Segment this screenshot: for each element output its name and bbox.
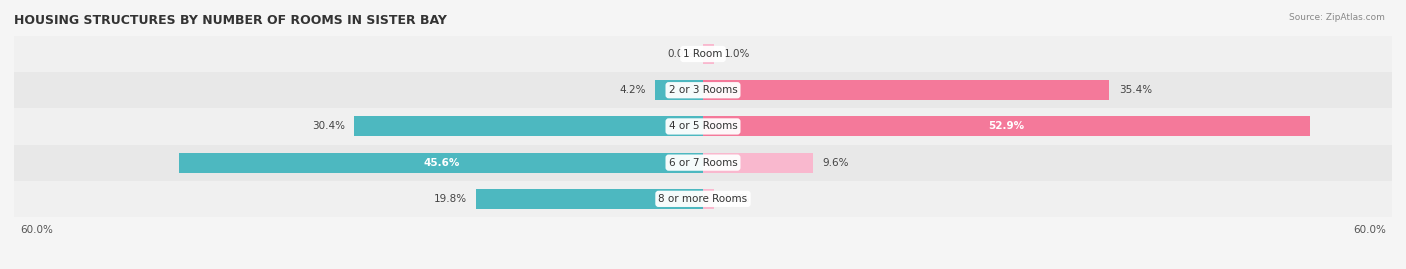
Bar: [703, 44, 714, 64]
Text: 4.2%: 4.2%: [619, 85, 645, 95]
Text: 2 or 3 Rooms: 2 or 3 Rooms: [669, 85, 737, 95]
Text: 4 or 5 Rooms: 4 or 5 Rooms: [669, 121, 737, 132]
Bar: [703, 80, 1109, 100]
Text: HOUSING STRUCTURES BY NUMBER OF ROOMS IN SISTER BAY: HOUSING STRUCTURES BY NUMBER OF ROOMS IN…: [14, 14, 447, 27]
Text: 6 or 7 Rooms: 6 or 7 Rooms: [669, 158, 737, 168]
Bar: [703, 153, 813, 173]
Text: 0.0%: 0.0%: [668, 49, 693, 59]
Text: 1.0%: 1.0%: [724, 49, 749, 59]
Text: 8 or more Rooms: 8 or more Rooms: [658, 194, 748, 204]
Text: 9.6%: 9.6%: [823, 158, 849, 168]
Bar: [14, 72, 1392, 108]
Text: 52.9%: 52.9%: [988, 121, 1025, 132]
Bar: [14, 108, 1392, 144]
Bar: [180, 153, 703, 173]
Bar: [14, 36, 1392, 72]
Text: 30.4%: 30.4%: [312, 121, 344, 132]
Bar: [703, 116, 1310, 136]
Bar: [655, 80, 703, 100]
Text: 1.0%: 1.0%: [724, 194, 749, 204]
Bar: [703, 189, 714, 209]
Bar: [14, 181, 1392, 217]
Text: 19.8%: 19.8%: [433, 194, 467, 204]
Bar: [354, 116, 703, 136]
Bar: [475, 189, 703, 209]
Text: 1 Room: 1 Room: [683, 49, 723, 59]
Text: 60.0%: 60.0%: [1354, 225, 1386, 235]
Text: 45.6%: 45.6%: [423, 158, 460, 168]
Text: Source: ZipAtlas.com: Source: ZipAtlas.com: [1289, 13, 1385, 22]
Text: 60.0%: 60.0%: [20, 225, 52, 235]
Text: 35.4%: 35.4%: [1119, 85, 1152, 95]
Bar: [14, 144, 1392, 181]
